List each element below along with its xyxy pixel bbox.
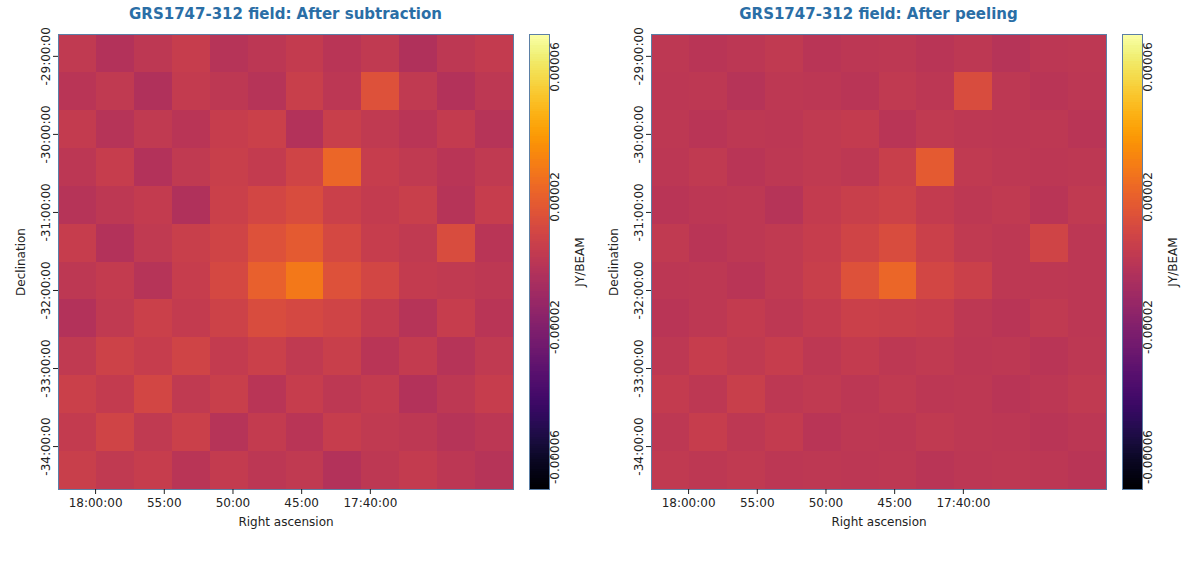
svg-text:-29:00:00: -29:00:00 bbox=[632, 27, 646, 85]
svg-text:17:40:00: 17:40:00 bbox=[343, 496, 397, 510]
svg-text:-30:00:00: -30:00:00 bbox=[39, 105, 53, 163]
svg-text:0.00006: 0.00006 bbox=[1141, 42, 1155, 92]
html-text:GRS1747-312 field: After subtr: GRS1747-312 field: After subtraction bbox=[129, 5, 442, 23]
svg-text:-31:00:00: -31:00:00 bbox=[632, 183, 646, 241]
svg-text:18:00:00: 18:00:00 bbox=[69, 496, 123, 510]
svg-text:-0.00002: -0.00002 bbox=[1141, 300, 1155, 354]
svg-text:55:00: 55:00 bbox=[147, 496, 182, 510]
svg-text:JY/BEAM: JY/BEAM bbox=[1166, 237, 1180, 287]
svg-text:-29:00:00: -29:00:00 bbox=[39, 27, 53, 85]
svg-text:Right ascension: Right ascension bbox=[238, 515, 333, 529]
svg-text:50:00: 50:00 bbox=[809, 496, 844, 510]
svg-text:45:00: 45:00 bbox=[284, 496, 319, 510]
svg-text:-31:00:00: -31:00:00 bbox=[39, 183, 53, 241]
svg-text:-0.00002: -0.00002 bbox=[548, 300, 562, 354]
svg-text:-34:00:00: -34:00:00 bbox=[39, 417, 53, 475]
svg-text:Declination: Declination bbox=[607, 228, 621, 296]
html-text:GRS1747-312 field: After peeli: GRS1747-312 field: After peeling bbox=[739, 5, 1018, 23]
svg-text:-33:00:00: -33:00:00 bbox=[632, 339, 646, 397]
svg-text:Declination: Declination bbox=[14, 228, 28, 296]
svg-text:45:00: 45:00 bbox=[877, 496, 912, 510]
svg-text:18:00:00: 18:00:00 bbox=[662, 496, 716, 510]
svg-text:-0.00006: -0.00006 bbox=[1141, 430, 1155, 484]
svg-text:-32:00:00: -32:00:00 bbox=[632, 261, 646, 319]
svg-text:JY/BEAM: JY/BEAM bbox=[573, 237, 587, 287]
svg-text:50:00: 50:00 bbox=[216, 496, 251, 510]
svg-text:17:40:00: 17:40:00 bbox=[936, 496, 990, 510]
svg-text:-32:00:00: -32:00:00 bbox=[39, 261, 53, 319]
svg-text:-30:00:00: -30:00:00 bbox=[632, 105, 646, 163]
svg-text:55:00: 55:00 bbox=[740, 496, 775, 510]
svg-text:-34:00:00: -34:00:00 bbox=[632, 417, 646, 475]
svg-text:-0.00006: -0.00006 bbox=[548, 430, 562, 484]
svg-text:Right ascension: Right ascension bbox=[831, 515, 926, 529]
svg-text:0.00002: 0.00002 bbox=[1141, 172, 1155, 222]
svg-text:0.00002: 0.00002 bbox=[548, 172, 562, 222]
svg-text:-33:00:00: -33:00:00 bbox=[39, 339, 53, 397]
svg-text:0.00006: 0.00006 bbox=[548, 42, 562, 92]
